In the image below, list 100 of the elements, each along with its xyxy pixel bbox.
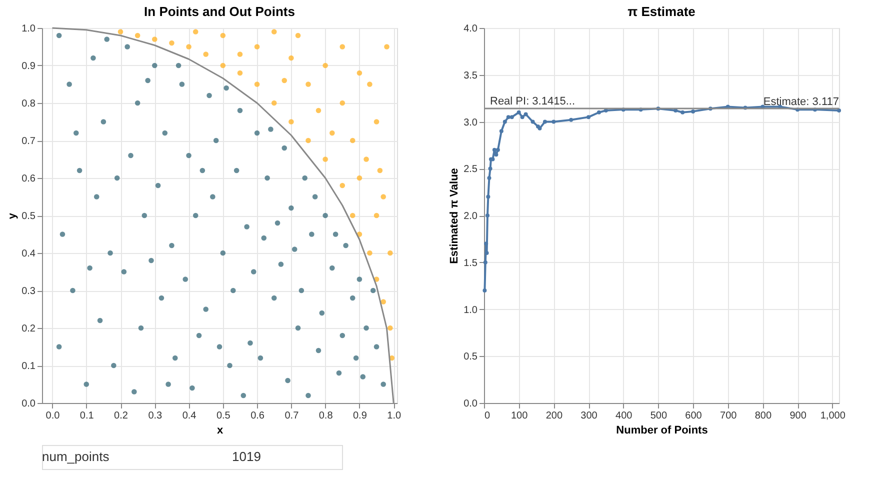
y-tick-label: 0.6 (22, 174, 36, 184)
point (254, 44, 260, 50)
point (384, 44, 390, 50)
point (604, 108, 608, 112)
point (520, 115, 524, 120)
point (569, 118, 574, 122)
point (380, 299, 386, 304)
point (306, 138, 311, 144)
x-tick-label: 700 (720, 410, 738, 422)
x-tick-label: 0.2 (114, 410, 128, 422)
annotation: Estimate: 3.117 (763, 96, 839, 108)
point (118, 29, 124, 34)
point (282, 78, 287, 84)
point (374, 212, 380, 218)
point (524, 112, 528, 116)
point (192, 29, 198, 34)
point (680, 110, 685, 114)
point (510, 115, 514, 120)
point (340, 182, 346, 188)
point (350, 212, 356, 218)
x-tick-label: 0.1 (80, 410, 94, 422)
point (374, 119, 380, 124)
point (586, 115, 591, 120)
y-tick-label: 0.7 (22, 136, 36, 147)
x-axis-title: Number of Points (616, 424, 708, 436)
x-tick-label: 0.0 (46, 410, 60, 422)
x-tick-label: 500 (650, 410, 668, 422)
point (674, 108, 678, 112)
point (237, 70, 243, 76)
x-tick-label: 400 (616, 410, 633, 422)
point (506, 115, 510, 120)
y-tick-label: 0.0 (464, 398, 478, 410)
point (203, 52, 208, 57)
point (295, 32, 301, 38)
point (186, 44, 192, 50)
chart-title: In Points and Out Points (144, 4, 295, 19)
x-tick-label: 0.9 (353, 410, 368, 422)
y-tick-label: 1.0 (464, 304, 478, 316)
point (484, 251, 489, 255)
x-tick-label: 800 (754, 410, 772, 422)
x-tick-label: 300 (580, 410, 598, 422)
point (530, 120, 535, 124)
point (134, 32, 140, 38)
x-tick-label: 200 (546, 410, 563, 422)
y-tick-label: 0.5 (22, 211, 36, 222)
point (271, 29, 277, 34)
point (542, 120, 547, 124)
point (483, 260, 488, 264)
x-tick-label: 1,000 (820, 410, 846, 422)
point (388, 250, 393, 256)
x-axis-title: x (216, 424, 224, 436)
point (306, 82, 311, 87)
point (486, 194, 490, 199)
y-tick-label: 3.0 (464, 117, 478, 128)
point (316, 108, 322, 114)
x-tick-label: 0.4 (182, 410, 197, 422)
point (388, 325, 393, 331)
x-tick-label: 0.7 (284, 410, 300, 422)
point (220, 32, 226, 38)
x-tick-label: 100 (510, 410, 528, 422)
point (322, 62, 328, 68)
point (502, 120, 507, 124)
point (837, 108, 841, 112)
point (340, 100, 346, 106)
point (380, 194, 386, 200)
point (367, 82, 372, 87)
x-tick-label: 0.6 (250, 410, 265, 422)
point (487, 176, 492, 180)
y-tick-label: 4.0 (464, 24, 478, 34)
ref-line-label: Real PI: 3.1415... (490, 95, 575, 108)
point (356, 175, 362, 181)
y-tick-label: 0.9 (22, 61, 36, 72)
y-tick-label: 0.1 (22, 361, 36, 372)
x-tick-label: 0.3 (148, 410, 163, 422)
point (596, 110, 601, 114)
point (499, 129, 504, 134)
y-tick-label: 0.0 (22, 398, 36, 410)
point (322, 156, 328, 162)
x-tick-label: 600 (685, 410, 702, 422)
point (484, 242, 488, 246)
point (367, 250, 372, 256)
x-tick-label: 0 (484, 410, 490, 422)
x-tick-label: 0.8 (318, 410, 334, 422)
point (340, 44, 346, 50)
text: num_points (42, 449, 110, 464)
point (377, 168, 383, 174)
y-axis-title: Estimated π Value (448, 168, 461, 264)
point (152, 36, 158, 42)
point (364, 156, 369, 162)
point (350, 138, 356, 144)
y-tick-label: 0.8 (22, 98, 36, 110)
point (488, 166, 492, 171)
point (288, 55, 294, 61)
point (271, 100, 277, 106)
y-tick-label: 1.5 (464, 258, 478, 269)
text: 1019 (232, 449, 261, 464)
point (691, 109, 696, 114)
y-tick-label: 2.0 (464, 211, 478, 222)
point (482, 288, 487, 292)
point (288, 119, 294, 124)
